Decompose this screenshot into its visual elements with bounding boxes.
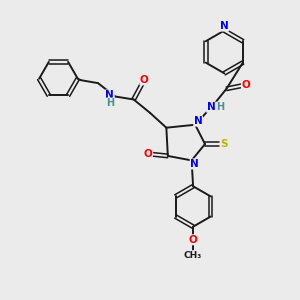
Text: O: O [242,80,250,90]
Text: N: N [220,21,229,31]
Text: O: O [143,149,152,160]
Text: H: H [106,98,114,108]
Text: H: H [216,102,224,112]
Text: S: S [220,139,228,149]
Text: N: N [106,90,114,100]
Text: O: O [140,75,149,85]
Text: O: O [189,235,197,245]
Text: CH₃: CH₃ [184,251,202,260]
Text: N: N [207,102,215,112]
Text: N: N [194,116,203,126]
Text: N: N [190,159,199,169]
